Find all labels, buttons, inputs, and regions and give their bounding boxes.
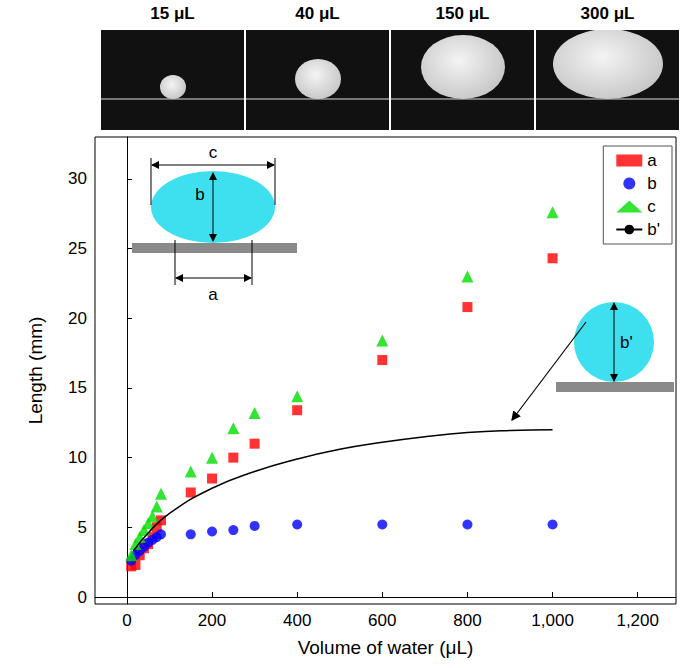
html-text:150 μL: 150 μL [435,4,490,23]
svg-text:a: a [647,151,657,170]
svg-text:20: 20 [68,309,87,328]
svg-text:c: c [209,143,218,162]
svg-text:b': b' [647,220,660,239]
svg-text:Volume of water (μL): Volume of water (μL) [298,637,474,658]
svg-text:5: 5 [78,518,87,537]
svg-text:600: 600 [368,611,396,630]
svg-text:Length (mm): Length (mm) [25,317,46,425]
svg-text:200: 200 [198,611,226,630]
html-text:15 μL: 15 μL [150,4,195,23]
svg-text:b: b [647,174,656,193]
svg-text:400: 400 [283,611,311,630]
svg-text:b: b [195,185,204,204]
svg-text:30: 30 [68,169,87,188]
svg-text:a: a [208,285,218,304]
svg-text:c: c [647,197,656,216]
svg-text:15: 15 [68,378,87,397]
svg-text:25: 25 [68,239,87,258]
svg-text:1,000: 1,000 [531,611,574,630]
html-text:300 μL: 300 μL [580,4,635,23]
svg-text:1,200: 1,200 [616,611,659,630]
html-text:40 μL: 40 μL [295,4,340,23]
svg-text:800: 800 [453,611,481,630]
svg-text:10: 10 [68,448,87,467]
svg-text:b': b' [620,333,633,352]
svg-text:0: 0 [122,611,131,630]
svg-text:0: 0 [78,588,87,607]
